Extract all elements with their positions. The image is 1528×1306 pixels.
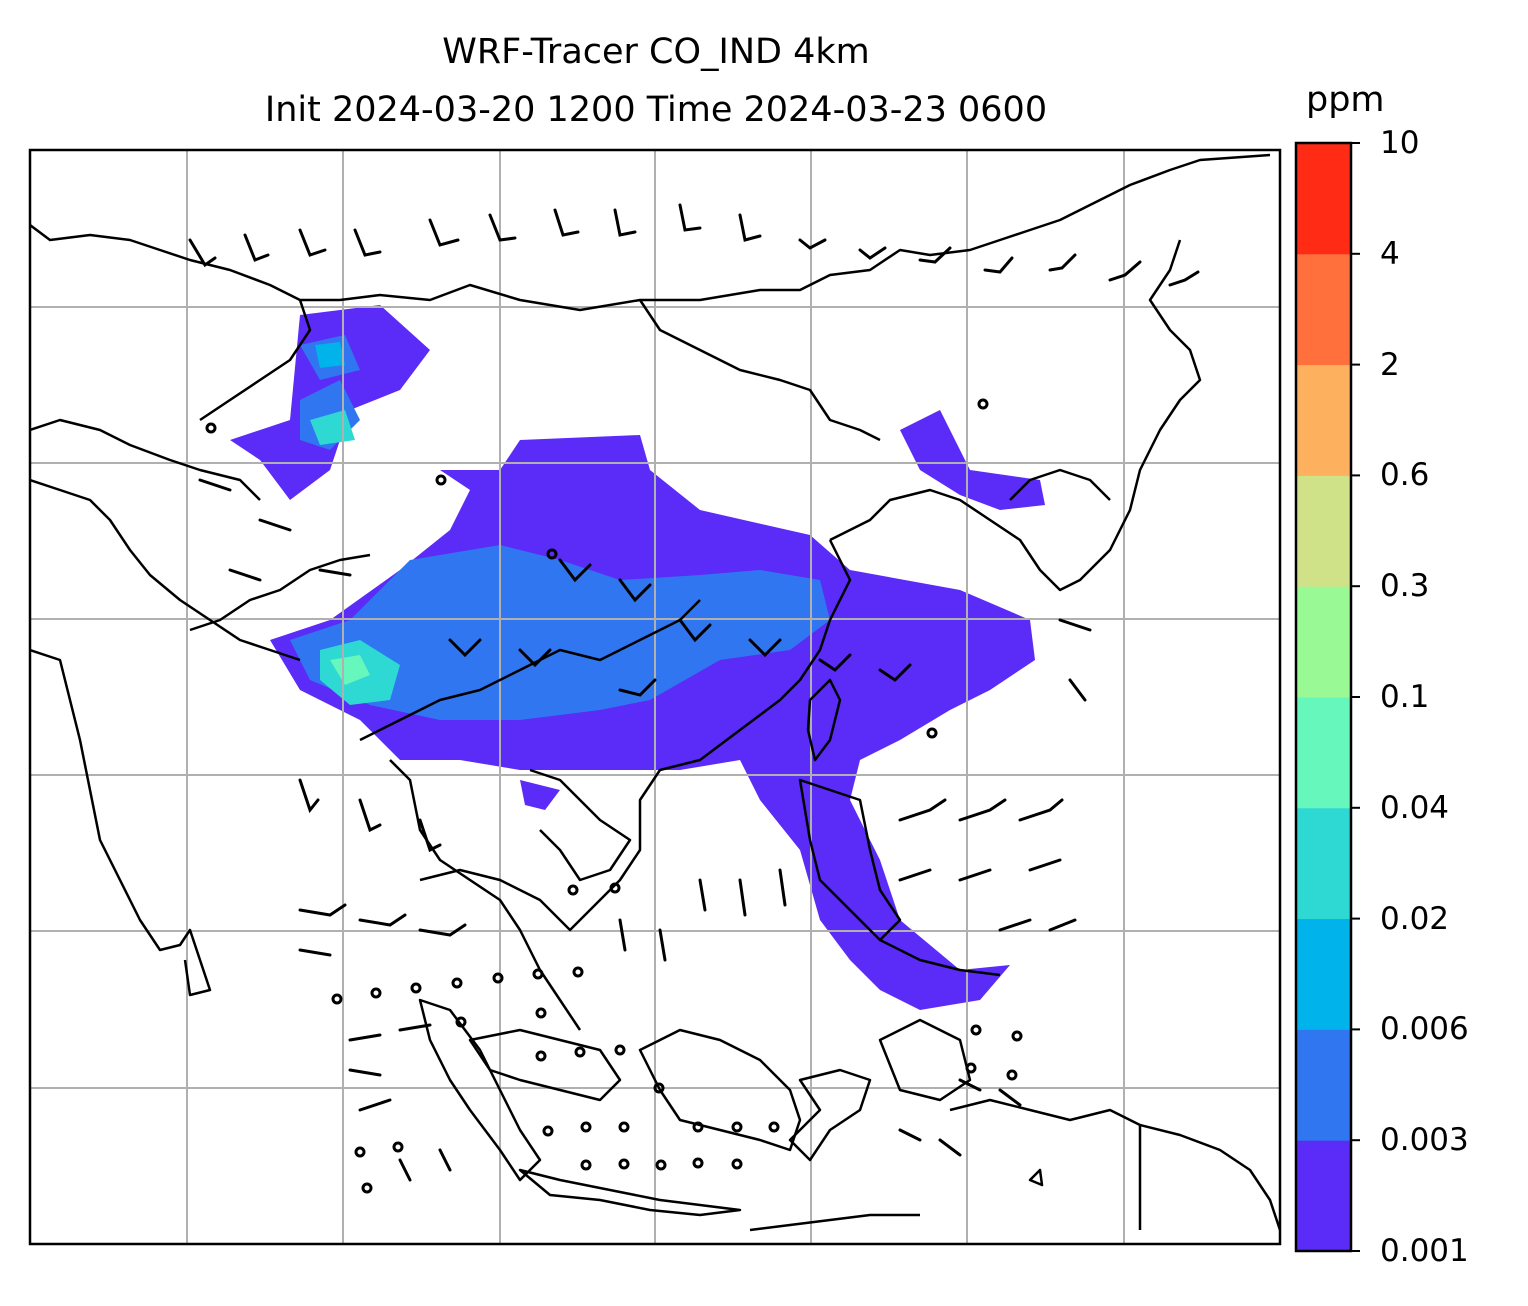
colorbar-tick-label: 0.006 <box>1380 1011 1469 1048</box>
tracer-plume-high <box>310 342 400 705</box>
colorbar-tick-label: 0.1 <box>1380 679 1430 715</box>
colorbar-tick-label: 0.6 <box>1380 457 1430 494</box>
colorbar-swatch <box>1296 143 1351 255</box>
colorbar-tick-label: 10 <box>1380 125 1420 161</box>
colorbar-tick-label: 0.3 <box>1380 568 1430 605</box>
colorbar-swatch <box>1296 364 1351 476</box>
map-gridlines <box>30 150 1280 1244</box>
colorbar-swatch <box>1296 586 1351 698</box>
wind-barbs <box>188 203 1200 1182</box>
colorbar-tick-label: 2 <box>1380 346 1400 383</box>
map-frame <box>28 148 1282 1246</box>
map-panel <box>30 150 1280 1244</box>
coastlines <box>30 153 1280 1232</box>
colorbar-tick-label: 4 <box>1380 235 1400 272</box>
colorbar-frame <box>1294 141 1353 1253</box>
colorbar-swatch <box>1296 918 1351 1030</box>
colorbar-swatch <box>1296 1140 1351 1252</box>
calm-wind-circles <box>205 398 1023 1194</box>
colorbar-tick-label: 0.003 <box>1380 1122 1469 1159</box>
colorbar-tick-label: 0.001 <box>1380 1233 1469 1269</box>
map-title-line2: Init 2024-03-20 1200 Time 2024-03-23 060… <box>264 90 1048 130</box>
colorbar-tick-label: 0.04 <box>1380 789 1450 826</box>
colorbar-swatch <box>1296 1029 1351 1141</box>
colorbar-swatch <box>1296 475 1351 587</box>
colorbar-swatch <box>1296 697 1351 809</box>
map-title-line1: WRF-Tracer CO_IND 4km <box>442 32 870 72</box>
colorbar-tick-label: 0.02 <box>1380 900 1450 937</box>
colorbar-swatch <box>1296 807 1351 920</box>
colorbar-swatch <box>1296 253 1351 366</box>
colorbar-unit-label: ppm <box>1306 80 1385 120</box>
colorbar <box>1296 142 1360 1252</box>
